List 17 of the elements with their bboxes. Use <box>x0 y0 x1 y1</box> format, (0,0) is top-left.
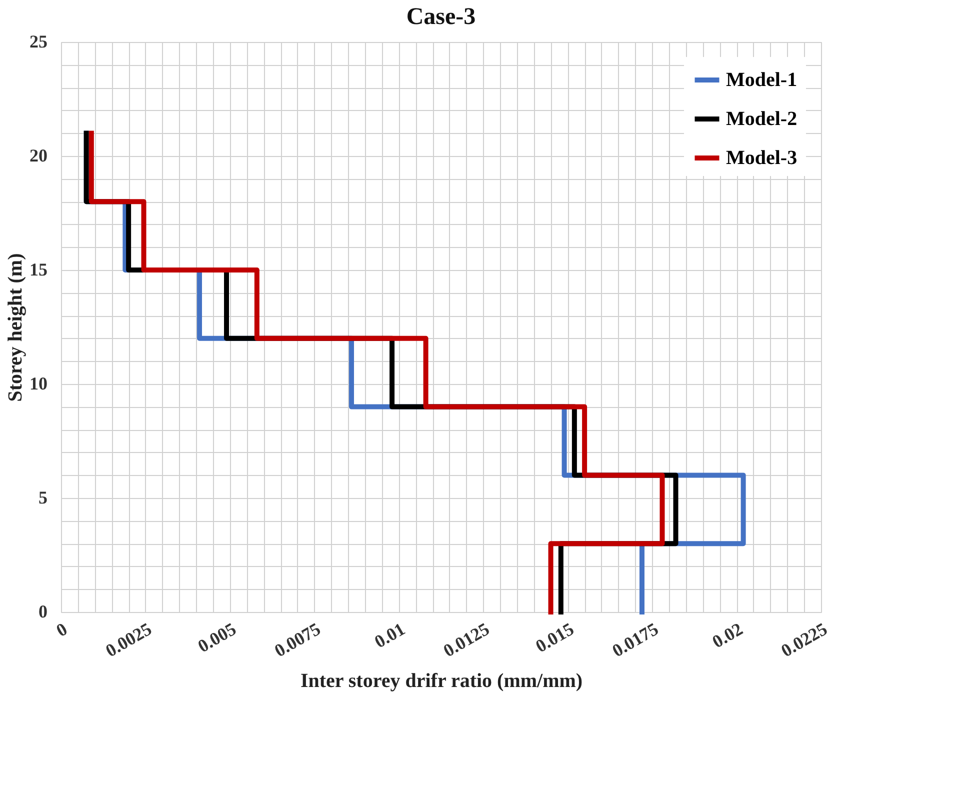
legend-label: Model-2 <box>726 108 798 130</box>
y-axis-title: Storey height (m) <box>4 253 26 402</box>
y-tick-label: 25 <box>30 32 48 52</box>
x-tick-label: 0.02 <box>708 618 746 652</box>
y-tick-label: 15 <box>30 260 48 280</box>
y-tick-label: 10 <box>30 374 48 394</box>
y-tick-label: 20 <box>30 146 48 166</box>
y-tick-label: 0 <box>38 602 48 622</box>
x-tick-label: 0 <box>52 618 70 641</box>
x-tick-label: 0.015 <box>532 618 578 656</box>
legend-label: Model-3 <box>726 147 798 169</box>
x-axis-title: Inter storey drifr ratio (mm/mm) <box>300 670 583 692</box>
x-tick-label: 0.01 <box>371 618 408 652</box>
legend-label: Model-1 <box>726 69 798 91</box>
y-tick-label: 5 <box>38 488 48 508</box>
x-tick-label: 0.005 <box>194 618 240 656</box>
chart-title: Case-3 <box>406 4 476 30</box>
